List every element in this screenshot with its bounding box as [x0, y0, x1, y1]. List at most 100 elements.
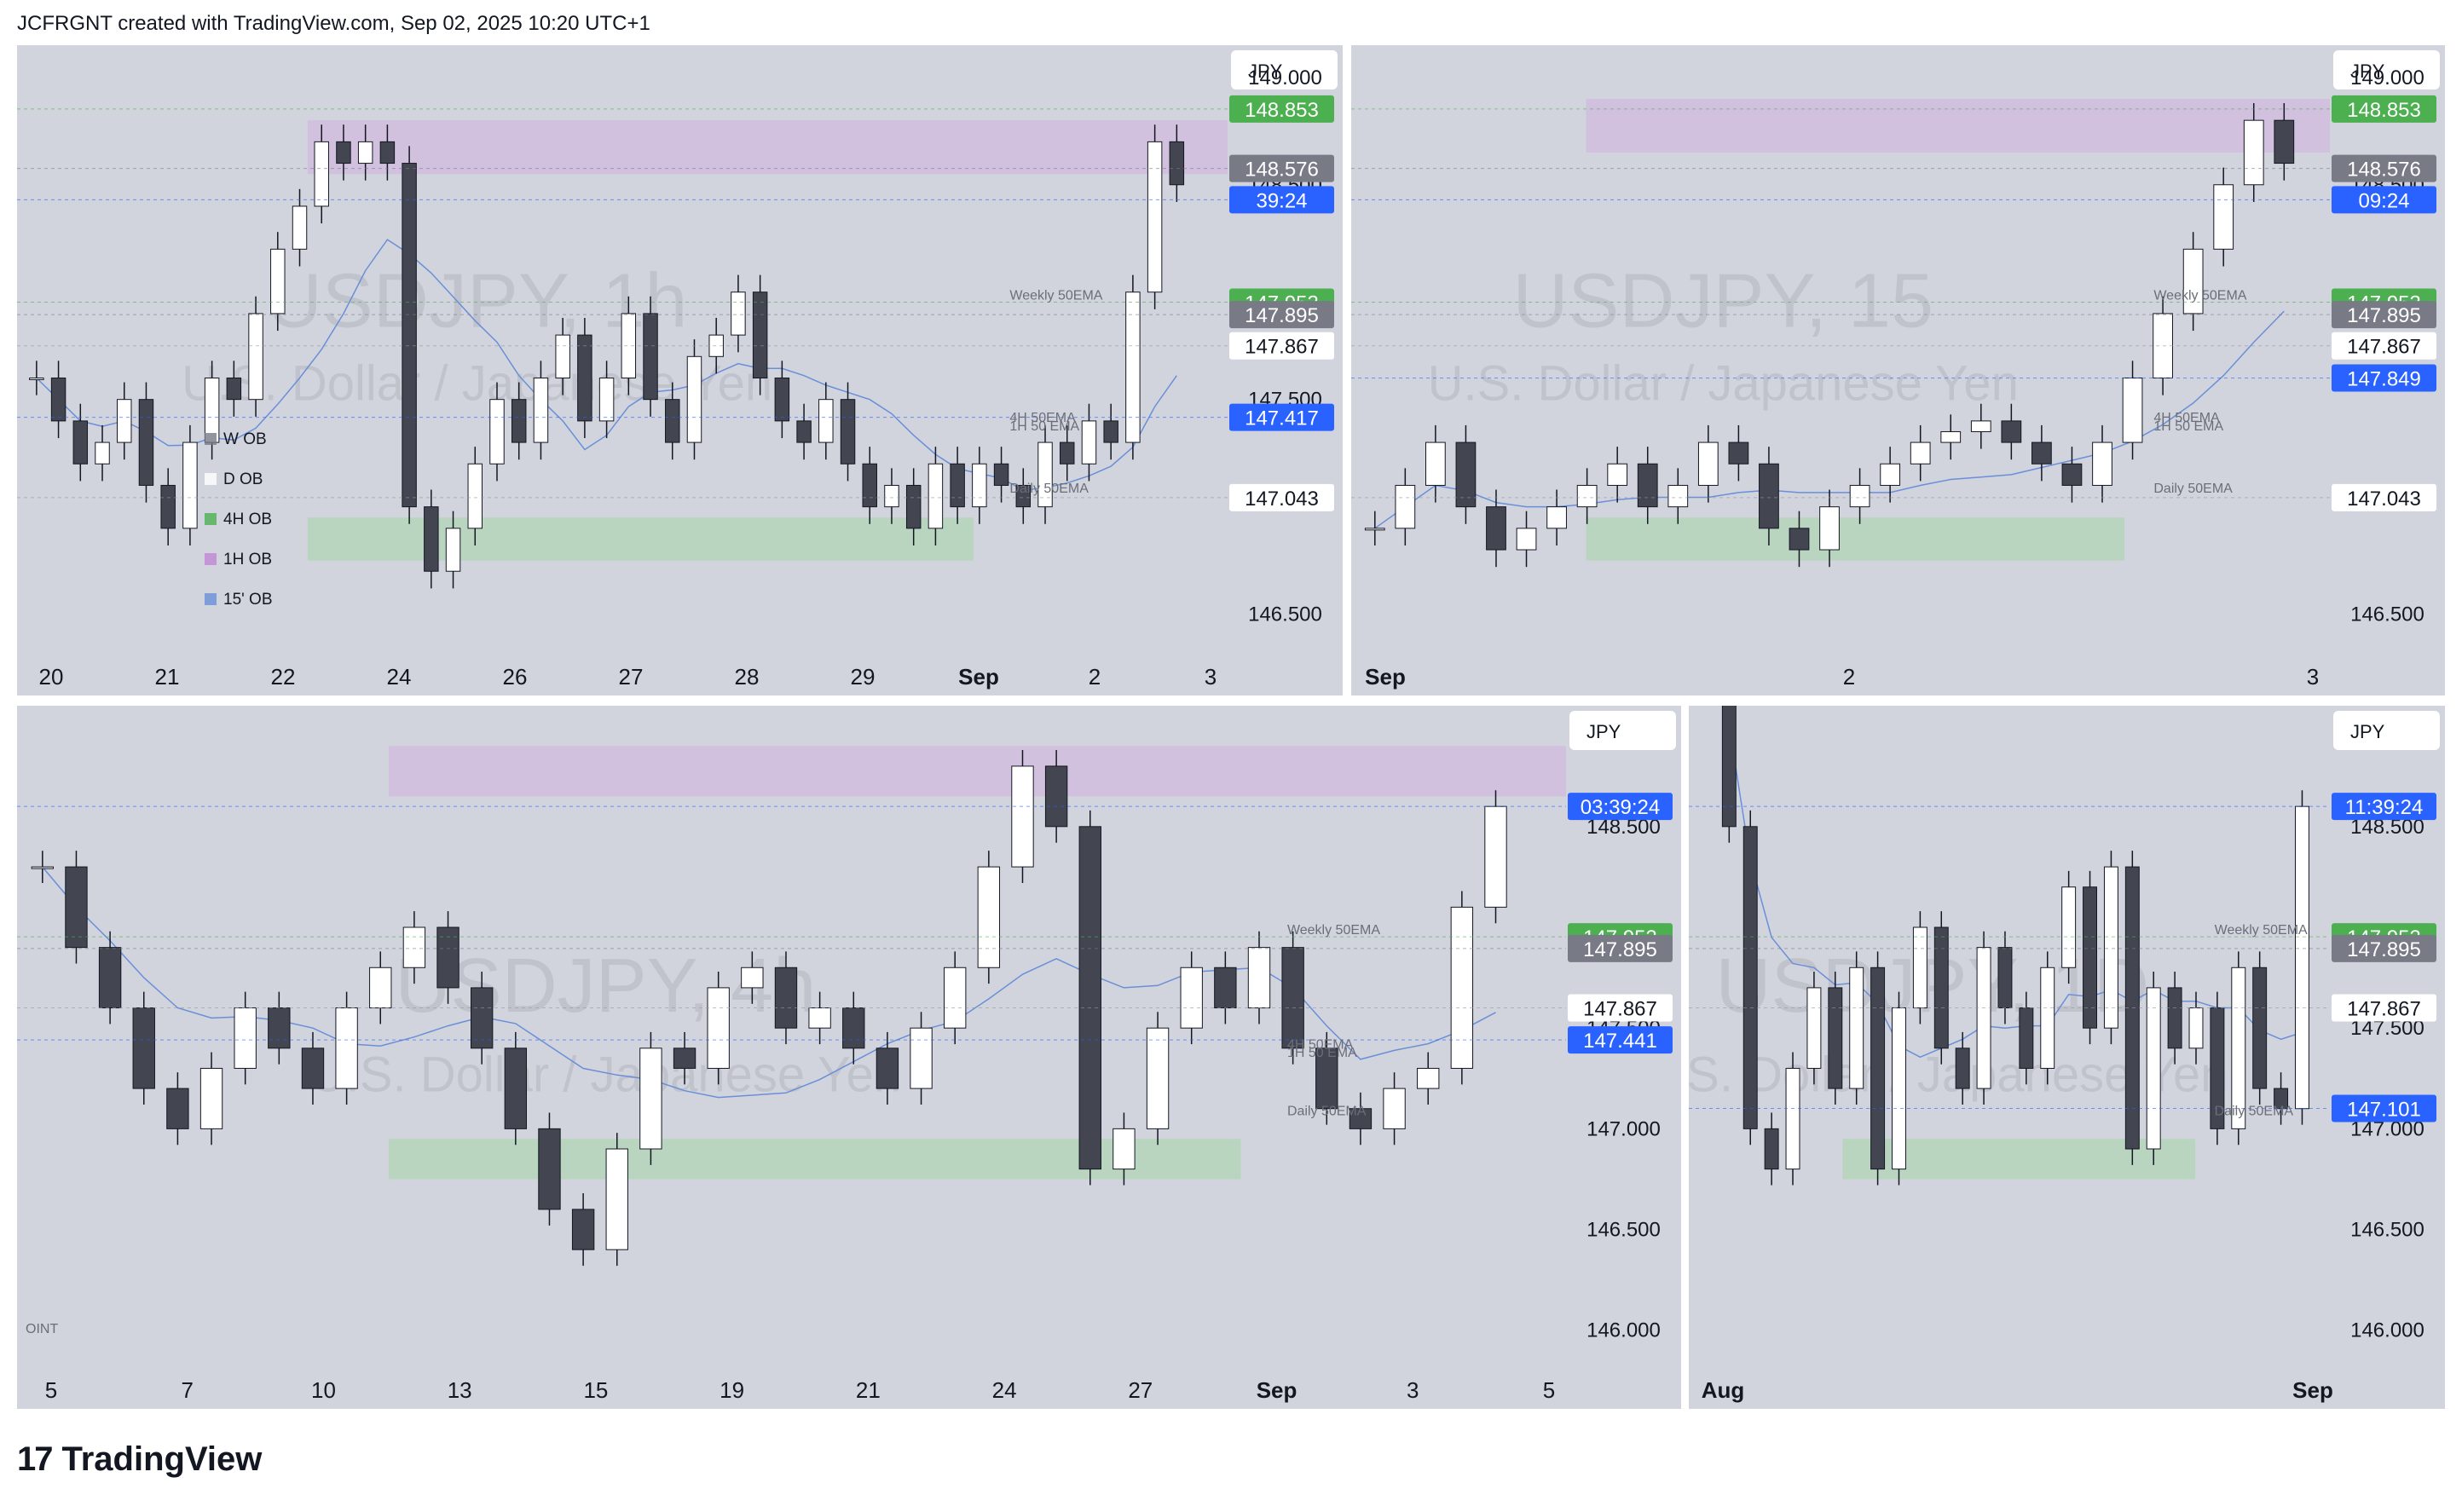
chart-panel-4h[interactable]: USDJPY, 4h U.S. Dollar / Japanese Yen JPY 1…: [17, 706, 1681, 1409]
svg-text:11:39:24: 11:39:24: [2345, 796, 2424, 819]
ema-annotation: 4H 50EMA: [1009, 411, 1076, 425]
candle: [928, 447, 944, 545]
candle: [2146, 972, 2161, 1165]
chart-panel-1h[interactable]: USDJPY, 1h U.S. Dollar / Japanese Yen JPY 1…: [17, 45, 1343, 695]
candle: [796, 403, 812, 460]
candle: [2061, 870, 2077, 984]
chart-watermark-title: USDJPY, 1h: [267, 258, 688, 343]
chart-watermark-subtitle: U.S. Dollar / Japanese Yen: [1428, 355, 2019, 411]
svg-text:147.417: 147.417: [1245, 407, 1319, 430]
candle: [336, 124, 351, 181]
ema-annotation: Daily 50EMA: [2153, 482, 2233, 496]
ema-annotation: 4H 50EMA: [1287, 1038, 1354, 1053]
ema-line: [1724, 706, 2303, 1059]
candle: [905, 468, 922, 545]
y-tick-label: 146.500: [1586, 1219, 1661, 1242]
x-tick-label: 24: [387, 664, 412, 690]
chart-header: JCFRGNT created with TradingView.com, Se…: [17, 12, 650, 35]
candle: [2274, 103, 2295, 181]
candle: [1169, 124, 1185, 202]
x-tick-label: Sep: [958, 664, 999, 690]
ema-annotation: 1H 50 EMA: [1009, 419, 1079, 434]
price-badge: 147.895: [1229, 301, 1334, 329]
legend-item: 15' OB: [205, 591, 273, 609]
x-tick-label: 3: [1205, 664, 1217, 690]
candle: [2040, 951, 2055, 1085]
candle: [369, 951, 392, 1024]
candle: [1349, 1092, 1373, 1146]
candle: [977, 851, 1001, 984]
chart-panel-15m[interactable]: USDJPY, 15 U.S. Dollar / Japanese Yen JPY 1…: [1351, 45, 2445, 695]
y-tick-label: 146.000: [2350, 1319, 2424, 1342]
y-tick-label: 149.000: [2350, 66, 2424, 89]
candle: [1764, 1112, 1779, 1186]
candle: [1789, 511, 1810, 568]
price-badge: 03:39:24: [1568, 793, 1673, 821]
svg-text:JPY: JPY: [2350, 61, 2385, 82]
candle: [2274, 1072, 2289, 1125]
x-tick-label: 26: [503, 664, 528, 690]
candle: [1785, 1052, 1800, 1186]
candle: [972, 447, 987, 524]
candle: [2213, 167, 2234, 267]
x-tick-label: 7: [181, 1377, 193, 1403]
candle: [199, 1052, 223, 1146]
candle: [1637, 447, 1658, 524]
ob-zone-1h: [389, 746, 1567, 797]
currency-label: JPY: [1231, 50, 1338, 89]
candle: [1742, 810, 1758, 1146]
svg-text:JPY: JPY: [1248, 61, 1283, 82]
candle: [95, 424, 110, 482]
candle: [314, 124, 329, 224]
candle: [1180, 951, 1203, 1045]
candle: [555, 317, 570, 395]
ema-annotation: Weekly 50EMA: [2215, 923, 2308, 938]
ema-annotation: 1H 50 EMA: [1287, 1046, 1357, 1060]
candle: [1912, 911, 1927, 1024]
candle: [2092, 424, 2112, 503]
price-badge: 147.441: [1568, 1026, 1673, 1054]
candle: [436, 911, 459, 1004]
candle: [1880, 447, 1901, 503]
candle: [402, 911, 426, 984]
ob-zone-1h: [307, 120, 1228, 175]
candle: [234, 991, 257, 1085]
candle: [686, 339, 702, 460]
candle: [138, 382, 154, 503]
svg-text:15' OB: 15' OB: [223, 591, 273, 609]
x-tick-label: 2: [1089, 664, 1101, 690]
candle: [31, 851, 55, 883]
candle: [1425, 424, 1446, 503]
candle: [884, 468, 899, 524]
price-badge: 148.853: [1229, 95, 1334, 123]
candle: [2210, 991, 2225, 1146]
candle: [1247, 931, 1271, 1024]
candle: [2188, 991, 2204, 1065]
svg-text:09:24: 09:24: [2358, 189, 2409, 212]
candle: [774, 951, 798, 1045]
ema-annotation: 1H 50 EMA: [2153, 419, 2223, 434]
candle: [708, 317, 724, 374]
candle: [2295, 790, 2309, 1125]
candle: [2061, 447, 2083, 503]
x-tick-label: 15: [583, 1377, 608, 1403]
y-tick-label: 146.000: [1586, 1319, 1661, 1342]
legend-item: W OB: [205, 430, 267, 448]
candle: [1015, 468, 1032, 524]
candle: [248, 296, 263, 417]
svg-text:1H OB: 1H OB: [223, 551, 272, 568]
svg-text:148.853: 148.853: [1245, 99, 1319, 122]
candle: [98, 931, 122, 1024]
x-tick-label: Sep: [1257, 1377, 1297, 1403]
chart-panel-1d[interactable]: USDJPY, 1DU.S. Dollar / Japanese YenJPY1…: [1689, 706, 2445, 1409]
x-tick-label: 27: [619, 664, 644, 690]
candle: [665, 382, 680, 460]
candle: [818, 382, 834, 460]
x-tick-label: Aug: [1702, 1377, 1745, 1403]
candle: [571, 1193, 595, 1267]
candle: [731, 274, 746, 353]
price-badge: 147.867: [2332, 994, 2436, 1022]
candle: [489, 382, 505, 482]
price-badge: 147.043: [1229, 483, 1334, 511]
candle: [1417, 1052, 1440, 1105]
